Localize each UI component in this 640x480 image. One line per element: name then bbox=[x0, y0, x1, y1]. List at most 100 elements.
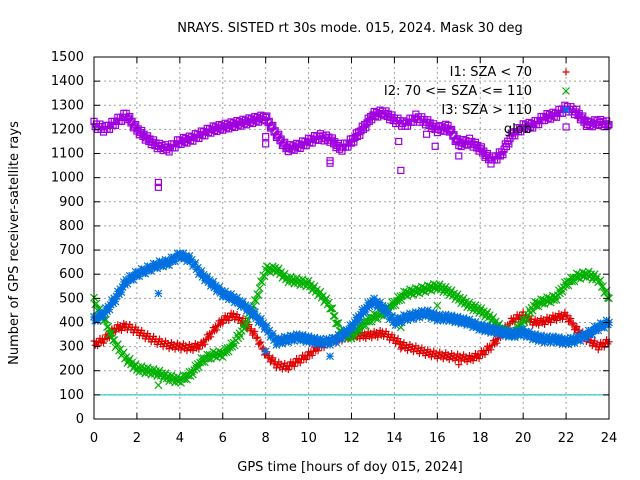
data-point bbox=[239, 297, 247, 306]
x-tick-label: 10 bbox=[300, 431, 317, 446]
series-3 bbox=[90, 101, 613, 191]
data-point bbox=[279, 336, 288, 345]
data-point bbox=[594, 346, 602, 354]
data-point bbox=[505, 140, 513, 148]
data-point bbox=[355, 326, 364, 335]
data-point bbox=[353, 327, 362, 336]
data-point bbox=[498, 331, 507, 340]
data-point bbox=[558, 340, 567, 349]
data-point bbox=[343, 329, 352, 338]
data-point bbox=[240, 303, 249, 312]
x-tick-label: 6 bbox=[219, 431, 227, 446]
data-point bbox=[246, 308, 255, 317]
data-point bbox=[541, 320, 549, 328]
data-point bbox=[407, 313, 416, 322]
data-point bbox=[322, 294, 331, 303]
data-point bbox=[373, 303, 382, 312]
data-point bbox=[513, 326, 522, 335]
data-point bbox=[241, 301, 250, 309]
data-point bbox=[355, 315, 364, 324]
data-point bbox=[269, 121, 277, 129]
data-point bbox=[481, 350, 489, 358]
data-point bbox=[433, 316, 442, 325]
x-tick-label: 24 bbox=[601, 431, 618, 446]
data-point bbox=[260, 272, 269, 281]
data-point bbox=[210, 283, 219, 292]
data-point bbox=[457, 319, 466, 328]
data-point bbox=[572, 269, 581, 278]
data-point bbox=[243, 304, 252, 313]
data-point bbox=[512, 329, 520, 338]
data-point bbox=[420, 283, 429, 292]
data-point bbox=[515, 327, 524, 336]
data-point bbox=[416, 310, 425, 319]
outlier-point bbox=[154, 178, 162, 187]
outlier-point bbox=[395, 137, 403, 146]
data-point bbox=[251, 308, 259, 316]
data-point bbox=[448, 125, 456, 134]
data-point bbox=[111, 297, 120, 306]
data-point bbox=[603, 320, 612, 329]
data-point bbox=[457, 357, 465, 365]
outlier-point bbox=[397, 345, 405, 353]
data-point bbox=[496, 152, 505, 160]
data-point bbox=[324, 336, 333, 345]
y-tick-label: 400 bbox=[59, 315, 84, 330]
data-point bbox=[333, 319, 342, 328]
data-point bbox=[553, 317, 561, 325]
data-point bbox=[569, 319, 577, 327]
data-point bbox=[463, 321, 472, 330]
data-point bbox=[159, 262, 168, 271]
data-point bbox=[509, 328, 518, 337]
data-point bbox=[363, 303, 371, 312]
data-point bbox=[240, 324, 249, 333]
data-point bbox=[215, 347, 224, 355]
data-point bbox=[324, 298, 333, 307]
data-point bbox=[204, 278, 213, 287]
data-point bbox=[362, 335, 370, 343]
data-point bbox=[566, 333, 575, 342]
data-point bbox=[442, 120, 450, 128]
x-tick-label: 4 bbox=[176, 431, 184, 446]
data-point bbox=[274, 334, 283, 342]
data-point bbox=[522, 333, 531, 341]
data-point bbox=[318, 292, 327, 300]
y-tick-label: 0 bbox=[76, 412, 84, 427]
data-point bbox=[540, 338, 549, 347]
data-point bbox=[314, 340, 323, 349]
data-point bbox=[360, 304, 369, 313]
data-point bbox=[356, 335, 364, 343]
data-point bbox=[201, 340, 209, 348]
data-point bbox=[113, 340, 122, 349]
data-point bbox=[346, 321, 355, 330]
legend-marker bbox=[562, 106, 570, 114]
data-point bbox=[558, 287, 567, 296]
data-point bbox=[268, 329, 277, 338]
data-point bbox=[411, 283, 420, 292]
data-point bbox=[218, 292, 227, 301]
data-point bbox=[552, 338, 561, 347]
data-point bbox=[320, 341, 329, 349]
data-point bbox=[423, 281, 432, 290]
data-point bbox=[263, 112, 271, 120]
legend-marker bbox=[562, 87, 570, 95]
x-axis-label: GPS time [hours of doy 015, 2024] bbox=[237, 460, 462, 475]
data-point bbox=[276, 338, 284, 347]
data-point bbox=[256, 314, 265, 323]
data-point bbox=[156, 261, 165, 270]
legend-label: glob bbox=[504, 122, 532, 137]
data-point bbox=[349, 323, 358, 332]
data-point bbox=[242, 306, 251, 315]
data-point bbox=[158, 258, 166, 267]
data-point bbox=[219, 319, 227, 327]
data-point bbox=[489, 313, 498, 322]
data-point bbox=[185, 252, 194, 260]
data-point bbox=[194, 363, 203, 372]
data-point bbox=[408, 310, 417, 319]
data-point bbox=[211, 281, 220, 290]
data-point bbox=[291, 333, 300, 342]
data-point bbox=[247, 306, 256, 315]
data-point bbox=[225, 317, 233, 325]
y-tick-label: 200 bbox=[59, 364, 84, 379]
data-point bbox=[545, 294, 554, 302]
